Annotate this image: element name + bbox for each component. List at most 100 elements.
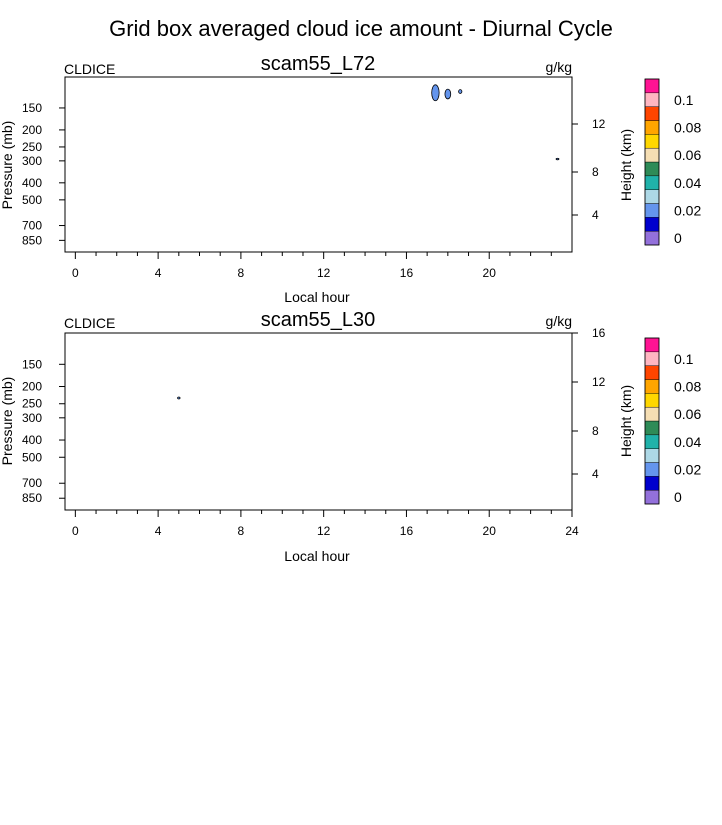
colorbar-1: 0 0.02 0.04 0.06 0.08 0.1 [644,78,701,246]
colorbar-label: 0.02 [674,461,701,477]
colorbar-frame [644,78,660,246]
colorbar-label: 0.02 [674,202,701,218]
contour-feature [444,88,452,100]
x-tick-label: 8 [238,524,245,538]
y2-tick-label: 12 [592,375,606,389]
y-tick-label: 150 [22,101,42,115]
x-tick-label: 16 [400,524,414,538]
colorbar-label: 0.06 [674,406,701,422]
colorbar-swatch [644,365,660,380]
x-tick-label: 24 [565,524,579,538]
panel-2: scam55_L30 CLDICE g/kg Local hour Pressu… [0,309,634,564]
x-tick-label: 0 [72,266,79,280]
colorbar-swatch [644,203,660,218]
colorbar-label: 0 [674,230,682,246]
x-tick-label: 20 [483,524,497,538]
x-tick-label: 4 [155,524,162,538]
y-tick-label: 300 [22,154,42,168]
x-tick-label: 4 [155,266,162,280]
colorbar-swatch [644,476,660,491]
y-tick-label: 700 [22,476,42,490]
plot-frame [64,76,573,253]
colorbar-label: 0.04 [674,175,701,191]
y-tick-label: 300 [22,411,42,425]
contour-feature [431,84,440,102]
contour-feature [177,396,181,400]
colorbar-swatch [644,351,660,366]
colorbar-frame [644,337,660,505]
plot-frame [64,332,573,511]
panel-2-title: scam55_L30 [261,309,376,331]
colorbar-swatch [644,161,660,177]
panel-2-xlabel: Local hour [284,548,350,564]
y2-tick-label: 4 [592,467,599,481]
panel-2-left-label: CLDICE [64,315,115,331]
colorbar-swatch [644,78,660,94]
colorbar-label: 0 [674,489,682,505]
y-tick-label: 500 [22,450,42,464]
colorbar-swatch [644,92,660,107]
colorbar-swatch [644,406,660,422]
y-tick-label: 250 [22,397,42,411]
colorbar-label: 0.1 [674,92,694,108]
y-tick-label: 150 [22,357,42,371]
y2-tick-label: 8 [592,424,599,438]
colorbar-swatch [644,337,660,353]
colorbar-swatch [644,379,660,394]
x-tick-label: 16 [400,266,414,280]
colorbar-label: 0.08 [674,119,701,135]
y-tick-label: 400 [22,433,42,447]
y-tick-label: 500 [22,193,42,207]
colorbar-swatch [644,448,660,463]
panel-1-xlabel: Local hour [284,289,350,305]
y-tick-label: 250 [22,140,42,154]
y2-tick-label: 16 [592,326,606,340]
colorbar-swatch [644,462,660,477]
colorbar-swatch [644,217,660,232]
colorbar-swatch [644,106,660,121]
colorbar-label: 0.08 [674,378,701,394]
contour-feature [458,89,463,94]
colorbar-swatch [644,175,660,190]
panel-1: scam55_L72 CLDICE g/kg Local hour Pressu… [0,53,634,305]
y-tick-label: 200 [22,123,42,137]
y2-tick-label: 4 [592,208,599,222]
colorbar-label: 0.04 [674,434,701,450]
figure-title: Grid box averaged cloud ice amount - Diu… [109,16,613,41]
x-tick-label: 0 [72,524,79,538]
colorbar-swatch [644,230,660,246]
colorbar-swatch [644,434,660,449]
x-tick-label: 12 [317,524,331,538]
y2-tick-label: 12 [592,117,606,131]
colorbar-swatch [644,134,660,149]
panel-1-y2label: Height (km) [618,129,634,201]
y-tick-label: 200 [22,380,42,394]
panel-1-left-label: CLDICE [64,61,115,77]
colorbar-label: 0.06 [674,147,701,163]
panel-1-title: scam55_L72 [261,53,376,75]
colorbar-swatch [644,420,660,436]
colorbar-2: 0 0.02 0.04 0.06 0.08 0.1 [644,337,701,505]
y-tick-label: 850 [22,491,42,505]
y2-tick-label: 8 [592,165,599,179]
panel-2-ylabel: Pressure (mb) [0,377,15,466]
x-tick-label: 12 [317,266,331,280]
y-tick-label: 850 [22,233,42,247]
panel-2-right-label: g/kg [546,313,572,329]
contour-feature [555,157,560,161]
panel-2-y2label: Height (km) [618,385,634,457]
colorbar-swatch [644,393,660,408]
x-tick-label: 8 [238,266,245,280]
panel-1-ylabel: Pressure (mb) [0,121,15,210]
colorbar-swatch [644,489,660,505]
colorbar-label: 0.1 [674,351,694,367]
colorbar-swatch [644,147,660,163]
y-tick-label: 700 [22,219,42,233]
colorbar-swatch [644,189,660,204]
panel-1-right-label: g/kg [546,59,572,75]
colorbar-swatch [644,120,660,135]
y-tick-label: 400 [22,176,42,190]
